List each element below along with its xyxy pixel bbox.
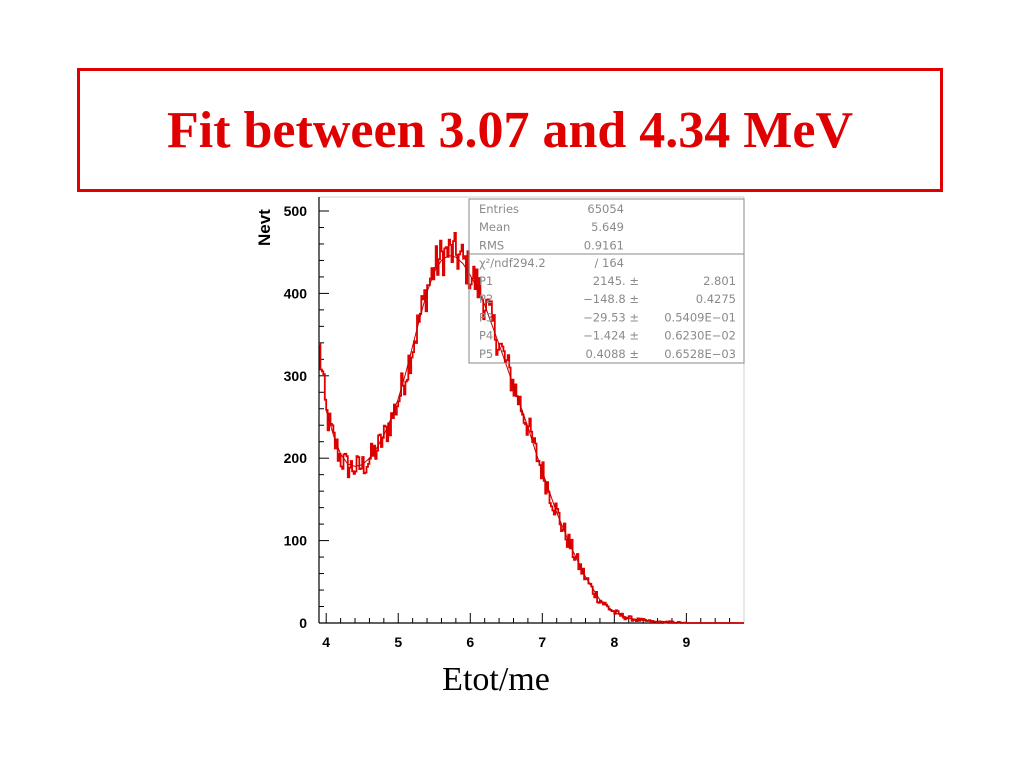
y-tick-label: 500 (284, 203, 308, 219)
stats-error: 2.801 (703, 274, 736, 288)
stats-chi2-label: χ²/ndf294.2 (479, 256, 546, 270)
y-tick-label: 100 (284, 533, 308, 549)
stats-label: RMS (479, 238, 504, 252)
stats-chi2-value: / 164 (595, 256, 624, 270)
stats-value: −148.8 ± (583, 292, 639, 306)
stats-value: 5.649 (591, 220, 624, 234)
stats-label: P1 (479, 274, 493, 288)
stats-value: 65054 (587, 202, 624, 216)
x-tick-label: 8 (610, 634, 618, 650)
y-tick-label: 200 (284, 450, 308, 466)
histogram-series (319, 232, 744, 624)
stats-label: Mean (479, 220, 510, 234)
title-box: Fit between 3.07 and 4.34 MeV (77, 68, 943, 192)
series-layer (319, 232, 744, 624)
stats-label: P4 (479, 329, 493, 343)
x-tick-label: 4 (322, 634, 330, 650)
y-axis-label: Nevt (255, 209, 274, 246)
stats-error: 0.6528E−03 (664, 347, 736, 361)
stats-value: −1.424 ± (583, 329, 639, 343)
x-tick-label: 6 (466, 634, 474, 650)
y-tick-label: 400 (284, 285, 308, 301)
stats-label: P3 (479, 310, 493, 324)
x-axis-label: Etot/me (442, 661, 550, 698)
x-tick-label: 9 (682, 634, 690, 650)
stats-value: 0.4088 ± (585, 347, 639, 361)
x-tick-label: 5 (394, 634, 402, 650)
stats-box: Entries 65054 Mean 5.649 RMS 0.9161 χ²/ndf294.… (468, 198, 745, 364)
stats-value: 0.9161 (584, 238, 624, 252)
stats-label: P2 (479, 292, 493, 306)
slide-title: Fit between 3.07 and 4.34 MeV (166, 101, 854, 159)
stats-value: −29.53 ± (583, 310, 639, 324)
stats-error: 0.4275 (696, 292, 736, 306)
stats-label: P5 (479, 347, 493, 361)
stats-box-lower (468, 253, 745, 364)
stats-error: 0.5409E−01 (664, 310, 736, 324)
y-tick-label: 300 (284, 368, 308, 384)
fit-curve-series (325, 254, 744, 624)
stats-error: 0.6230E−02 (664, 329, 736, 343)
y-tick-label: 0 (299, 615, 307, 631)
axis-ticks: 0 100 200 300 400 500 4 5 6 7 8 9 (284, 203, 731, 650)
stats-value: 2145. ± (593, 274, 639, 288)
stats-label: Entries (479, 202, 519, 216)
x-tick-label: 7 (538, 634, 546, 650)
